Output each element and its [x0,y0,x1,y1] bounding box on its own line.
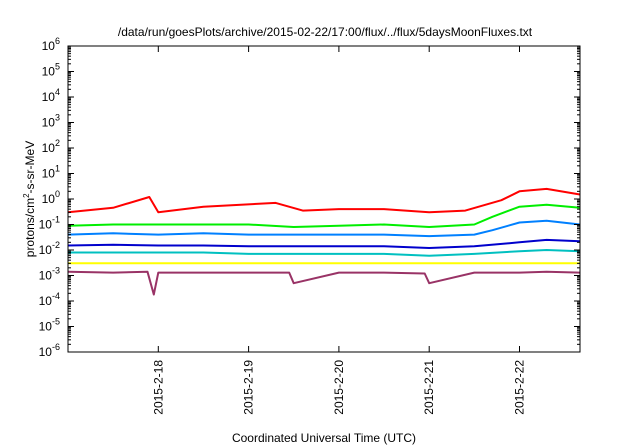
series-line [67,219,581,238]
y-axis-label: protons/cm2-s-sr-MeV [22,141,37,257]
y-tick-label: 104 [42,87,60,104]
y-tick-label: 10-2 [39,240,60,257]
y-tick-label: 10-6 [39,342,60,359]
y-tick-label: 103 [42,113,60,130]
y-tick-label: 102 [42,138,60,155]
y-tick-label: 105 [42,62,60,79]
y-axis: 10-6 10-5 10-4 10-3 10-2 10-1 100 101 102 103 104 1… [39,36,580,359]
series-layer [67,187,581,296]
x-tick-label: 2015-2-22 [512,360,526,415]
x-tick-label: 2015-2-18 [151,360,165,415]
y-axis-label-base: protons/cm [23,198,37,257]
x-tick-label: 2015-2-19 [242,360,256,415]
y-tick-label: 10-3 [39,266,60,283]
x-axis-label: Coordinated Universal Time (UTC) [232,431,416,445]
x-tick-label: 2015-2-21 [422,360,436,415]
series-line [67,270,581,296]
y-tick-label: 10-4 [39,291,60,308]
series-line [67,238,581,249]
series-line [68,249,581,257]
y-axis-label-sup: 2 [22,193,31,198]
y-tick-label: 100 [42,189,60,206]
x-axis: 2015-2-18 2015-2-19 2015-2-20 2015-2-21 2015… [151,46,526,415]
x-tick-label: 2015-2-20 [332,360,346,415]
y-tick-label: 106 [42,36,60,53]
y-tick-label: 10-5 [39,317,60,334]
series-line [67,203,581,228]
chart-title: /data/run/goesPlots/archive/2015-02-22/1… [118,25,533,39]
series-line [67,187,581,214]
y-axis-label-rest: -s-sr-MeV [23,141,37,194]
y-tick-label: 101 [42,164,60,181]
y-tick-label: 10-1 [39,215,60,232]
